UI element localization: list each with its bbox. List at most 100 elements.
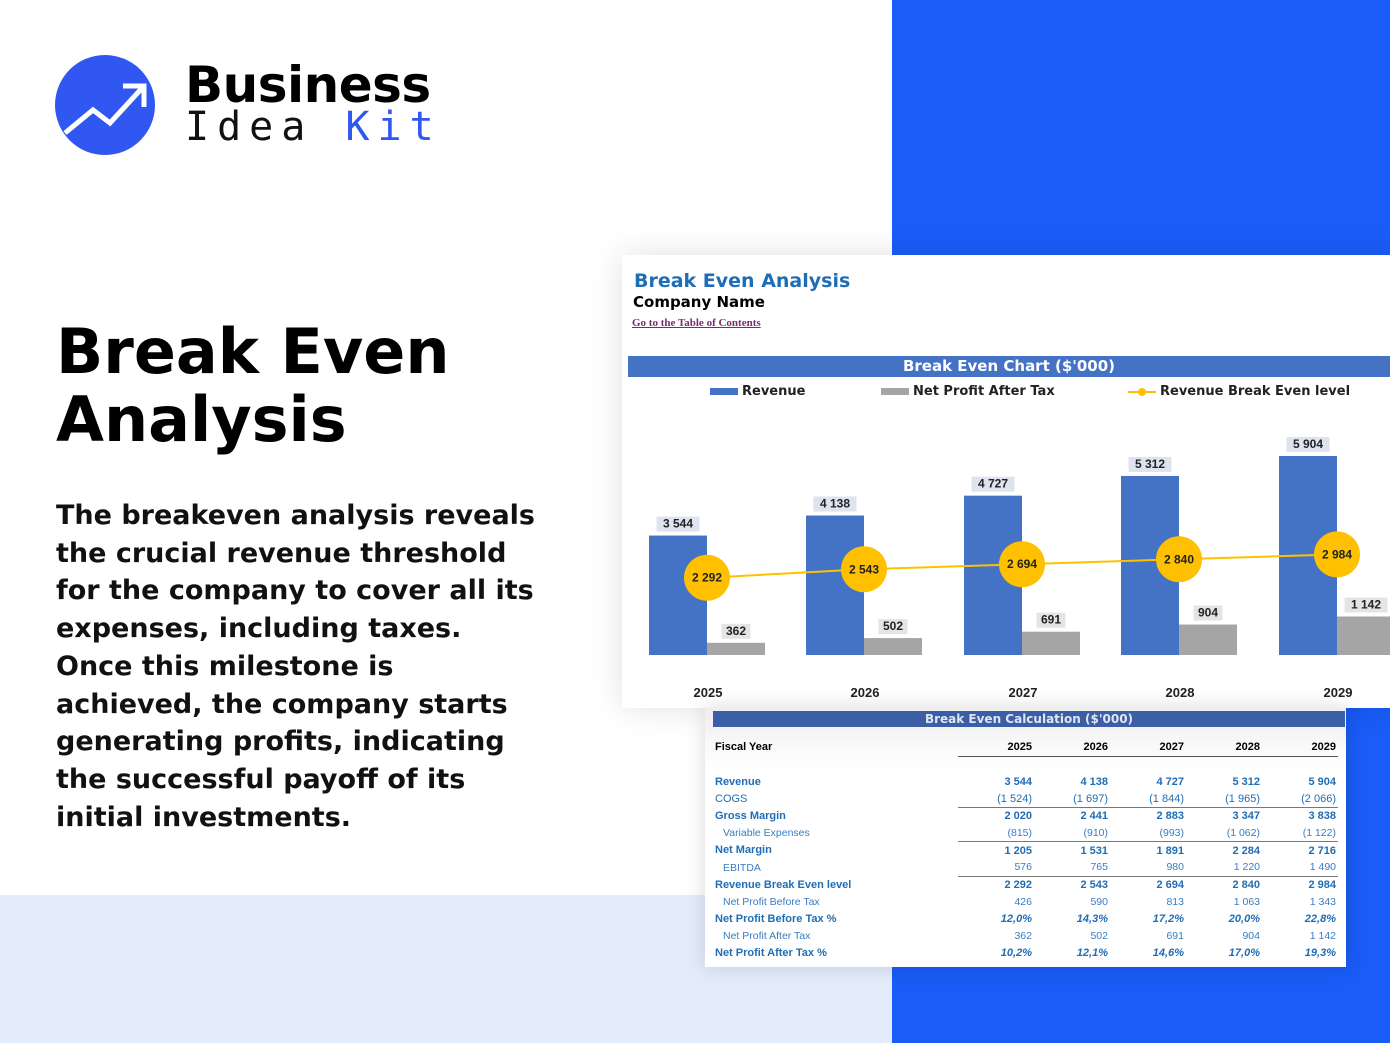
cell-value: 1 220 (1233, 861, 1260, 874)
legend-revenue: Revenue (710, 384, 805, 399)
hero-title: Break Even Analysis (56, 315, 450, 456)
year-header: 2027 (1110, 738, 1186, 757)
net-profit-label-bg (721, 623, 751, 639)
row-label: Revenue Break Even level (715, 878, 852, 891)
chart-title: Break Even Chart ($'000) (628, 356, 1390, 377)
table-row: Variable Expenses (815) (910) (993) (1 062) (… (713, 825, 1338, 842)
revenue-label-bg (813, 496, 857, 512)
cell-value: 2 716 (1262, 841, 1338, 859)
cell-value: 4 138 (1080, 775, 1108, 788)
legend-net-profit: Net Profit After Tax (881, 384, 1055, 399)
cell-value: (1 697) (1073, 792, 1108, 805)
cell-value: 576 (1014, 861, 1032, 874)
row-label: Net Profit After Tax (723, 930, 811, 943)
cell-value: (1 122) (1302, 826, 1336, 839)
cell-value: 904 (1242, 930, 1260, 943)
revenue-label: 4 138 (820, 497, 850, 511)
cell-value: 14,3% (1076, 913, 1108, 926)
cell-value: 5 904 (1308, 775, 1336, 788)
cell-value: 17,0% (1228, 947, 1260, 960)
break-even-label: 2 840 (1164, 552, 1194, 566)
cell-value: 590 (1090, 895, 1108, 908)
logo-trend-icon (55, 55, 155, 155)
cell-value: 813 (1166, 895, 1184, 908)
cell-value: 1 205 (958, 841, 1034, 859)
cell-value: 12,1% (1076, 947, 1108, 960)
cell-value: 691 (1166, 930, 1184, 943)
revenue-label: 3 544 (663, 517, 693, 531)
revenue-label-bg (656, 516, 700, 532)
cell-value: 1 063 (1233, 895, 1260, 908)
net-profit-label-bg (1193, 605, 1223, 621)
cell-value: 17,2% (1152, 913, 1184, 926)
break-even-point (841, 546, 887, 593)
cell-value: (1 524) (997, 792, 1032, 805)
net-profit-bar (1337, 616, 1390, 655)
cell-value: (2 066) (1301, 792, 1336, 805)
cell-value: 12,0% (1000, 913, 1032, 926)
net-profit-label-bg (1036, 612, 1066, 628)
break-even-point (1156, 536, 1202, 583)
net-profit-bar (707, 642, 765, 655)
cell-value: 1 490 (1309, 861, 1336, 874)
table-row: Net Profit Before Tax % 12,0% 14,3% 17,2% 20… (713, 911, 1338, 928)
row-label: Net Profit Before Tax % (715, 913, 837, 926)
revenue-label-bg (1128, 456, 1172, 472)
year-header: 2025 (958, 738, 1034, 757)
row-label: Net Profit After Tax % (715, 947, 827, 960)
revenue-label-bg (1286, 437, 1330, 452)
legend-break-even: Revenue Break Even level (1128, 384, 1350, 399)
row-label: Net Margin (715, 844, 772, 857)
cell-value: (1 965) (1225, 792, 1260, 805)
revenue-label: 5 312 (1135, 457, 1165, 471)
cell-value: 2 020 (958, 806, 1034, 825)
cell-value: (815) (1007, 826, 1032, 839)
cell-value: 1 891 (1110, 841, 1186, 859)
logo-subtext: Idea Kit (185, 104, 442, 150)
table-row: Revenue Break Even level 2 292 2 543 2 694 2… (713, 875, 1338, 894)
net-profit-label: 904 (1198, 606, 1218, 620)
cell-value: 3 544 (1004, 775, 1032, 788)
cell-value: (1 844) (1149, 792, 1184, 805)
cell-value: 2 441 (1034, 806, 1110, 825)
break-even-label: 2 984 (1322, 547, 1352, 561)
net-profit-label: 1 142 (1351, 598, 1381, 612)
cell-value: 980 (1166, 861, 1184, 874)
table-row: Net Margin 1 205 1 531 1 891 2 284 2 716 (713, 841, 1338, 859)
cell-value: 3 347 (1186, 806, 1262, 825)
break-even-point (999, 541, 1045, 588)
cell-value: 10,2% (1000, 947, 1032, 960)
net-profit-bar (1179, 624, 1237, 655)
break-even-label: 2 694 (1007, 557, 1037, 571)
cell-value: 1 343 (1309, 895, 1336, 908)
cell-value: 426 (1014, 895, 1032, 908)
logo-text: Business (185, 56, 431, 114)
cell-value: 19,3% (1304, 947, 1336, 960)
cell-value: 2 984 (1262, 875, 1338, 894)
cell-value: 3 838 (1262, 806, 1338, 825)
sheet-title: Break Even Analysis (634, 270, 851, 292)
row-label: Variable Expenses (723, 827, 810, 840)
row-label: Gross Margin (715, 809, 786, 822)
net-profit-label: 691 (1041, 613, 1061, 627)
toc-link[interactable]: Go to the Table of Contents (632, 317, 761, 329)
cell-value: 362 (1014, 930, 1032, 943)
table-row: EBITDA 576 765 980 1 220 1 490 (713, 859, 1338, 876)
year-header: 2028 (1186, 738, 1262, 757)
break-even-point (1314, 531, 1360, 578)
cell-value: 2 284 (1186, 841, 1262, 859)
break-even-chart: 3 544 362 2025 4 138 502 2026 4 727 691 2027 5 31… (649, 437, 1390, 700)
table-row: COGS (1 524) (1 697) (1 844) (1 965) (2 066) (713, 790, 1338, 807)
row-label: Revenue (715, 775, 761, 788)
break-even-table: Fiscal Year 2025 2026 2027 2028 2029 Revenue 3 … (713, 738, 1338, 962)
cell-value: 14,6% (1152, 947, 1184, 960)
break-even-point (684, 554, 730, 601)
x-tick-label: 2025 (694, 685, 723, 700)
table-row: Revenue 3 544 4 138 4 727 5 312 5 904 (713, 773, 1338, 790)
cell-value: 4 727 (1156, 775, 1184, 788)
net-profit-label: 362 (726, 624, 746, 638)
break-even-label: 2 543 (849, 562, 879, 576)
cell-value: 20,0% (1228, 913, 1260, 926)
net-profit-bar (1022, 631, 1080, 655)
year-header: 2029 (1262, 738, 1338, 757)
